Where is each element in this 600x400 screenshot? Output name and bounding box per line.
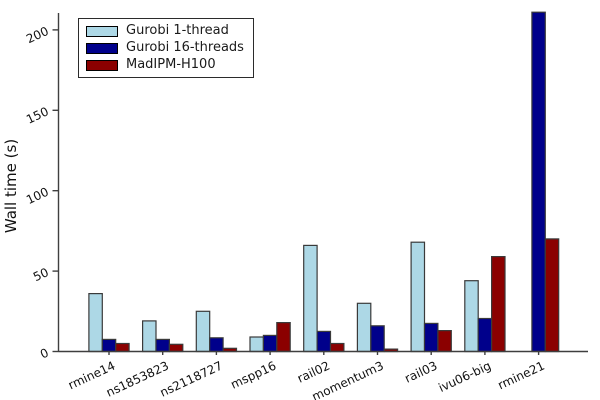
legend-swatch-gurobi-1-thread: [86, 25, 118, 37]
bar-momentum3-series0: [356, 302, 372, 353]
x-tick-label-rail02: rail02: [295, 359, 332, 386]
bar-ivu06-big-series0: [464, 280, 479, 353]
bar-rail02-series2: [329, 342, 345, 353]
bar-ns1853823-series0: [142, 320, 157, 353]
bar-rmine21-series1: [531, 11, 546, 353]
bar-rail02-series0: [303, 244, 318, 353]
y-tick-label: 0: [38, 346, 51, 362]
x-tick-label-rail03: rail03: [403, 359, 440, 386]
bar-rail03-series1: [423, 322, 439, 353]
bar-mspp16-series0: [249, 336, 264, 353]
bar-rmine14-series2: [115, 342, 130, 353]
bar-ns2118727-series1: [209, 337, 224, 353]
y-tick-label: 200: [24, 24, 51, 46]
bar-ns1853823-series1: [155, 338, 170, 353]
legend-label: Gurobi 16-threads: [126, 40, 244, 55]
legend-swatch-gurobi-16-threads: [86, 42, 118, 54]
legend-label: MadIPM-H100: [126, 57, 216, 72]
legend: Gurobi 1-thread Gurobi 16-threads MadIPM…: [78, 18, 254, 78]
bar-ns2118727-series0: [195, 310, 211, 353]
y-axis-label: Wall time (s): [2, 138, 20, 234]
legend-item-madipm-h100: MadIPM-H100: [86, 58, 244, 72]
legend-item-gurobi-1-thread: Gurobi 1-thread: [86, 24, 244, 38]
bar-momentum3-series1: [370, 325, 385, 353]
bar-rmine14-series1: [101, 338, 117, 353]
bar-rail02-series1: [316, 330, 332, 353]
bar-rmine21-series2: [544, 238, 560, 353]
bar-ns1853823-series2: [168, 343, 184, 353]
y-tick-label: 100: [24, 185, 51, 207]
bar-ivu06-big-series1: [477, 317, 493, 353]
legend-item-gurobi-16-threads: Gurobi 16-threads: [86, 41, 244, 55]
y-tick-label: 150: [24, 104, 51, 126]
x-tick-label-mspp16: mspp16: [229, 359, 279, 392]
bar-rail03-series0: [410, 241, 426, 353]
legend-label: Gurobi 1-thread: [126, 23, 229, 38]
legend-swatch-madipm-h100: [86, 59, 118, 71]
bar-rmine14-series0: [88, 293, 103, 353]
bar-mspp16-series2: [276, 322, 291, 353]
x-tick-label-rmine21: rmine21: [496, 359, 547, 393]
bar-mspp16-series1: [262, 334, 278, 353]
bar-rail03-series2: [437, 330, 452, 353]
x-tick-label-ivu06-big: ivu06-big: [436, 359, 493, 395]
bar-ivu06-big-series2: [491, 256, 506, 353]
y-tick-label: 50: [31, 265, 51, 284]
